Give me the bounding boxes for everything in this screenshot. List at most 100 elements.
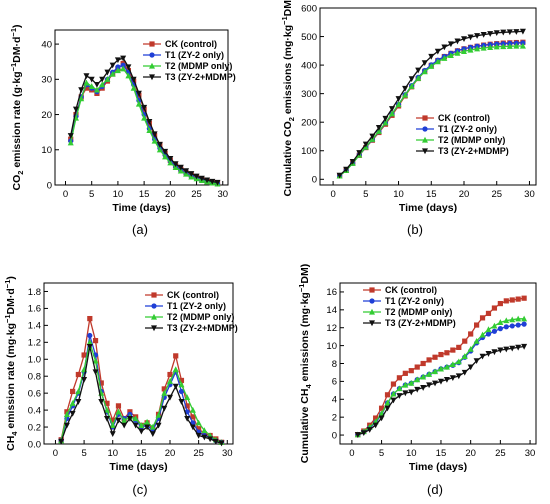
data-point	[92, 357, 99, 364]
panel-caption: (d)	[427, 482, 443, 497]
data-point	[434, 58, 441, 65]
data-point	[415, 67, 422, 74]
data-point	[132, 415, 139, 422]
data-point	[474, 33, 481, 39]
legend: CK (control)T1 (ZY-2 only)T2 (MDMP only)…	[416, 113, 509, 156]
data-point	[149, 431, 156, 438]
data-point	[75, 399, 82, 405]
data-point	[493, 30, 500, 37]
data-point	[402, 381, 409, 388]
data-point	[491, 322, 498, 329]
y-tick-label: 10	[326, 341, 337, 352]
data-point	[218, 440, 225, 447]
data-point	[104, 76, 111, 82]
data-point	[389, 110, 395, 117]
x-tick-label: 10	[107, 448, 118, 459]
legend-label: T3 (ZY-2+MDMP)	[438, 146, 509, 156]
y-tick-label: 0.8	[28, 372, 41, 383]
y-axis-label-part: −1	[9, 28, 18, 37]
data-point	[92, 369, 99, 376]
data-point	[480, 31, 487, 38]
data-point	[479, 353, 486, 360]
data-point	[115, 408, 122, 415]
data-point	[151, 137, 158, 144]
data-point	[369, 133, 376, 140]
data-point	[509, 345, 516, 352]
series-line-T1	[70, 64, 218, 185]
data-point	[184, 394, 191, 400]
data-point	[450, 347, 456, 353]
legend-label: T3 (ZY-2+MDMP)	[385, 318, 456, 328]
legend-label: CK (control)	[167, 290, 219, 300]
data-point	[454, 49, 461, 56]
x-tick-label: 20	[165, 448, 176, 459]
data-point	[521, 315, 528, 322]
chart-a: 0 5 10 15 20 25 30 0 10 20 30 40 Time (days) CO2 emis…	[9, 25, 236, 238]
data-point	[443, 377, 450, 383]
legend-swatch-marker	[151, 292, 157, 298]
data-point	[509, 297, 515, 303]
legend-label: T3 (ZY-2+MDMP)	[167, 323, 238, 333]
series-T1	[337, 40, 526, 179]
legend-label: CK (control)	[385, 285, 437, 295]
y-tick-label: 0	[312, 175, 317, 186]
y-tick-label: 40	[41, 39, 52, 50]
legend-swatch-marker	[369, 287, 375, 293]
data-point	[375, 128, 382, 134]
x-tick-label: 20	[465, 448, 476, 459]
data-point	[144, 424, 151, 431]
y-tick-label: 400	[301, 60, 317, 71]
data-point	[125, 64, 132, 71]
data-point	[189, 424, 196, 431]
data-point	[513, 42, 520, 49]
y-axis-label-part: CH	[5, 436, 17, 451]
data-point	[109, 422, 116, 428]
data-point	[390, 390, 397, 397]
legend-swatch-marker	[151, 303, 157, 309]
data-point	[195, 432, 202, 439]
data-point	[462, 338, 468, 344]
data-point	[408, 368, 414, 374]
data-point	[428, 53, 435, 60]
data-point	[132, 422, 139, 429]
data-point	[120, 65, 127, 72]
data-point	[506, 43, 513, 49]
x-axis-label: Time (days)	[409, 461, 467, 473]
data-point	[67, 133, 74, 139]
y-axis-label-part: −1	[297, 284, 306, 293]
legend-swatch-marker	[369, 298, 375, 304]
x-tick-label: 30	[524, 189, 535, 200]
y-tick-label: 2	[332, 412, 337, 423]
data-point	[362, 141, 369, 148]
data-point	[389, 106, 395, 112]
data-point	[437, 378, 444, 385]
x-tick-label: 0	[330, 189, 335, 200]
y-axis-label-part: −1	[3, 314, 12, 323]
data-point	[493, 43, 500, 50]
data-point	[500, 43, 507, 50]
data-point	[420, 360, 426, 367]
data-point	[87, 315, 93, 322]
legend-swatch-marker	[149, 74, 155, 81]
data-point	[177, 164, 184, 171]
y-axis-label-part: CO	[11, 175, 23, 191]
data-point	[447, 52, 454, 58]
data-point	[172, 161, 179, 168]
y-axis-label-part: 2	[16, 171, 25, 175]
x-axis-label: Time (days)	[112, 202, 170, 214]
y-axis-label-part: DM)	[299, 264, 311, 284]
data-point	[474, 45, 481, 52]
x-tick-label: 20	[459, 189, 470, 200]
series-T3	[58, 343, 225, 447]
data-point	[461, 353, 468, 359]
data-point	[81, 352, 87, 358]
y-tick-label: 1.6	[28, 304, 41, 315]
data-point	[121, 422, 128, 429]
data-point	[402, 91, 409, 98]
data-point	[515, 344, 522, 351]
panel-caption: (b)	[407, 222, 423, 237]
data-point	[432, 354, 438, 360]
data-point	[190, 414, 196, 420]
y-tick-label: 600	[301, 3, 317, 14]
legend-swatch-marker	[149, 62, 155, 69]
